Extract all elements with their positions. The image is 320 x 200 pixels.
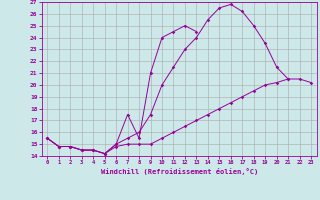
X-axis label: Windchill (Refroidissement éolien,°C): Windchill (Refroidissement éolien,°C) xyxy=(100,168,258,175)
